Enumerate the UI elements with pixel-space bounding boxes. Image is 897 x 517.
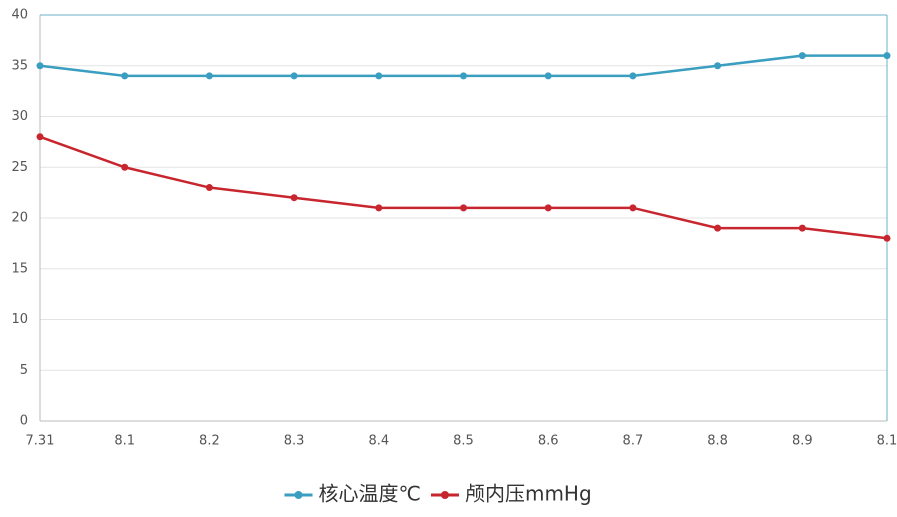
data-point (205, 72, 213, 80)
x-tick-label: 8.1 (877, 434, 897, 449)
data-point (714, 224, 722, 232)
data-point (36, 133, 44, 141)
x-tick-label: 8.2 (199, 434, 220, 449)
y-tick-label: 5 (20, 363, 28, 378)
data-point (629, 204, 637, 212)
data-point (205, 184, 213, 192)
data-point (290, 194, 298, 202)
x-tick-label: 8.9 (792, 434, 813, 449)
x-tick-label: 8.6 (538, 434, 559, 449)
data-point (798, 52, 806, 60)
data-point (290, 72, 298, 80)
y-tick-label: 20 (11, 211, 28, 226)
y-tick-label: 30 (11, 109, 28, 124)
x-tick-label: 8.4 (368, 434, 389, 449)
data-point (36, 62, 44, 70)
y-tick-label: 25 (11, 160, 28, 175)
legend-marker (440, 491, 449, 499)
x-tick-label: 8.8 (707, 434, 728, 449)
legend-label: 核心温度℃ (319, 482, 421, 506)
data-point (121, 72, 129, 80)
data-point (629, 72, 637, 80)
x-tick-label: 7.31 (26, 434, 55, 449)
y-tick-label: 35 (11, 58, 28, 73)
legend-label: 颅内压mmHg (465, 482, 592, 506)
data-point (714, 62, 722, 70)
legend-marker (294, 491, 303, 499)
y-tick-label: 40 (11, 8, 28, 23)
data-point (375, 204, 383, 212)
data-point (460, 72, 467, 80)
data-point (544, 72, 552, 80)
y-tick-label: 10 (11, 312, 28, 327)
data-point (883, 234, 891, 242)
x-tick-label: 8.3 (284, 434, 305, 449)
data-point (121, 163, 129, 171)
data-point (798, 224, 806, 232)
data-point (460, 204, 467, 212)
y-tick-label: 0 (20, 414, 28, 429)
data-point (883, 52, 891, 60)
y-tick-label: 15 (11, 261, 28, 276)
x-tick-label: 8.7 (623, 434, 644, 449)
x-tick-label: 8.5 (453, 434, 474, 449)
x-tick-label: 8.1 (114, 434, 135, 449)
data-point (375, 72, 383, 80)
data-point (544, 204, 552, 212)
